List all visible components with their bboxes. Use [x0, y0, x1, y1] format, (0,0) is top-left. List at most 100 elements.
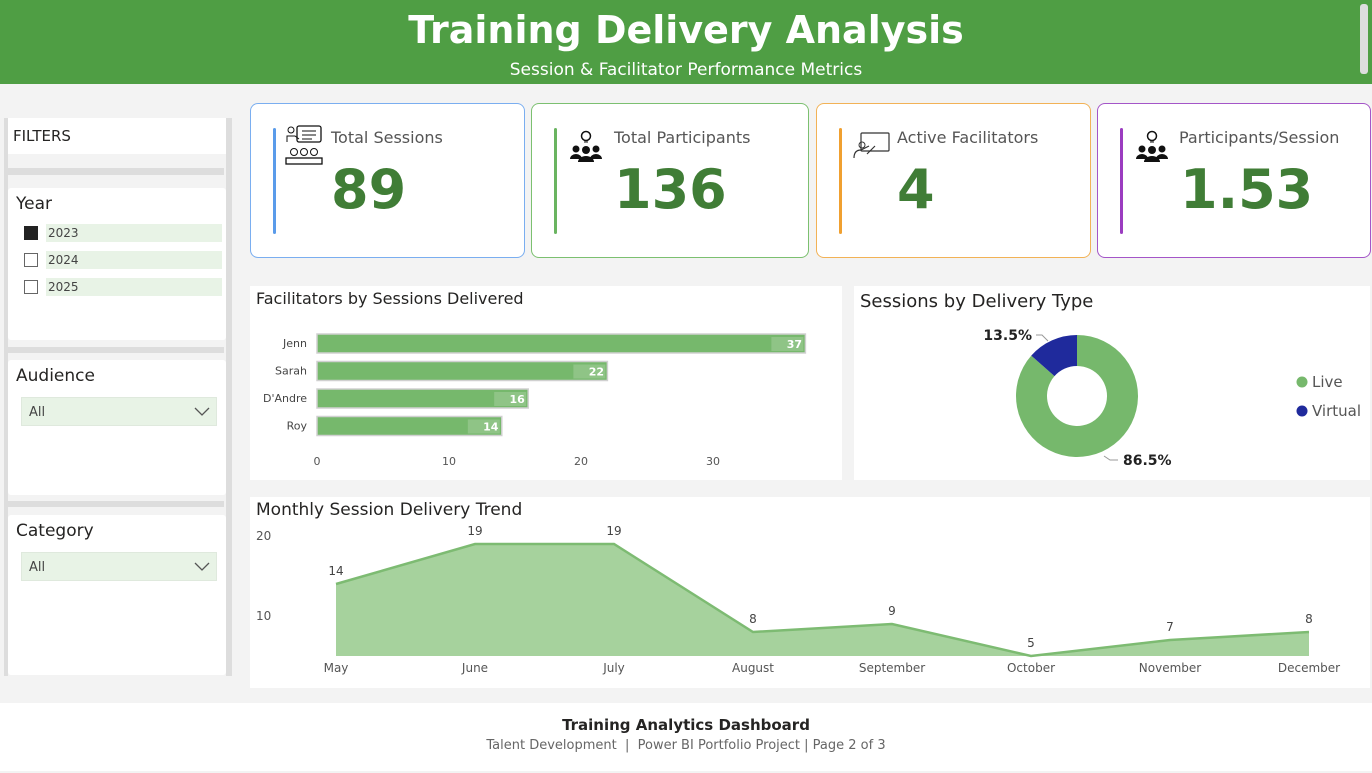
kpi-value: 89 — [331, 158, 407, 221]
data-label: 14 — [328, 564, 343, 578]
kpi-value: 1.53 — [1180, 158, 1314, 221]
donut-slice-live — [1016, 335, 1138, 457]
y-category-label: Sarah — [275, 365, 307, 378]
year-checkbox-2024[interactable] — [24, 253, 38, 267]
data-label: 86.5% — [1123, 453, 1172, 469]
chevron-down-icon — [194, 562, 210, 571]
kpi-card-participants-per-session: Participants/Session 1.53 — [1097, 103, 1371, 258]
data-label: 22 — [589, 366, 604, 379]
kpi-label: Active Facilitators — [897, 128, 1039, 147]
donut-chart-svg: 86.5% 13.5% Live Virtual — [983, 328, 1361, 469]
legend-marker — [1296, 376, 1308, 388]
delivery-type-donut-chart: Sessions by Delivery Type 86.5% 13.5% Live… — [854, 286, 1370, 480]
data-label: 37 — [787, 338, 802, 351]
bar — [316, 415, 503, 437]
data-label: 14 — [483, 421, 499, 434]
category-value: All — [29, 560, 46, 575]
classroom-presentation-icon — [285, 125, 323, 165]
kpi-label: Total Participants — [614, 128, 751, 147]
kpi-label: Total Sessions — [331, 128, 443, 147]
bar-chart-svg: 0 10 20 30 Jenn 37 Sarah 22 D'Andre 16 Roy 14 — [263, 333, 807, 468]
y-tick-label: 10 — [256, 609, 271, 623]
monthly-trend-area-chart: Monthly Session Delivery Trend 10 20 May 14… — [250, 497, 1370, 688]
x-tick-label: October — [1007, 661, 1055, 675]
x-tick-label: May — [324, 661, 349, 675]
audience-slicer-title: Audience — [16, 366, 95, 386]
legend-label: Virtual — [1312, 402, 1361, 420]
audience-slicer: Audience All — [8, 360, 226, 495]
donut-slice-virtual — [1031, 335, 1077, 377]
kpi-card-total-sessions: Total Sessions 89 — [250, 103, 525, 258]
x-tick-label: 20 — [574, 455, 588, 468]
card-accent — [1120, 128, 1123, 234]
y-category-label: Jenn — [282, 337, 307, 350]
x-tick-label: September — [859, 661, 925, 675]
x-tick-label: July — [602, 661, 625, 675]
data-label-bg — [467, 419, 500, 434]
category-slicer: Category All — [8, 515, 226, 675]
data-label: 19 — [467, 524, 482, 538]
facilitators-bar-chart: Facilitators by Sessions Delivered 0 10 20… — [250, 286, 842, 480]
data-label-bg — [573, 364, 606, 379]
audience-dropdown[interactable]: All — [21, 397, 217, 426]
data-label-bg — [771, 337, 804, 351]
header-banner: Training Delivery Analysis Session & Fac… — [0, 0, 1372, 84]
area-fill — [336, 544, 1309, 656]
filters-title: FILTERS — [13, 127, 71, 145]
year-option-2024[interactable]: 2024 — [46, 251, 222, 269]
x-tick-label: December — [1278, 661, 1340, 675]
data-label: 5 — [1027, 636, 1035, 650]
data-label: 13.5% — [983, 328, 1032, 344]
card-accent — [839, 128, 842, 234]
kpi-card-total-participants: Total Participants 136 — [531, 103, 809, 258]
legend-marker — [1296, 405, 1308, 417]
kpi-card-active-facilitators: Active Facilitators 4 — [816, 103, 1091, 258]
bar — [316, 388, 529, 409]
x-tick-label: August — [732, 661, 774, 675]
area-line — [335, 542, 1310, 658]
year-checkbox-2023[interactable] — [24, 226, 38, 240]
sidebar-edge — [4, 118, 8, 676]
sidebar-scrollbar[interactable] — [226, 118, 232, 676]
kpi-value: 136 — [614, 158, 727, 221]
card-accent — [554, 128, 557, 234]
year-option-2025[interactable]: 2025 — [46, 278, 222, 296]
x-tick-label: 10 — [442, 455, 456, 468]
team-idea-icon — [1136, 130, 1168, 162]
data-label: 9 — [888, 604, 896, 618]
scrollbar[interactable] — [1360, 4, 1368, 74]
page-title: Training Delivery Analysis — [408, 8, 964, 52]
chart-title: Sessions by Delivery Type — [860, 291, 1094, 312]
footer-subtitle: Talent Development | Power BI Portfolio … — [486, 738, 886, 753]
year-slicer-title: Year — [16, 194, 52, 214]
category-dropdown[interactable]: All — [21, 552, 217, 581]
footer: Training Analytics Dashboard Talent Deve… — [0, 703, 1372, 771]
year-slicer: Year 2023 2024 2025 — [8, 188, 226, 340]
category-slicer-title: Category — [16, 521, 94, 541]
teacher-whiteboard-icon — [853, 132, 890, 159]
x-tick-label: 30 — [706, 455, 720, 468]
data-label-bg — [494, 392, 527, 406]
y-tick-label: 20 — [256, 529, 271, 543]
chart-title: Monthly Session Delivery Trend — [256, 500, 523, 520]
y-category-label: D'Andre — [263, 392, 307, 405]
filters-header: FILTERS — [8, 118, 226, 154]
legend-label: Live — [1312, 373, 1343, 391]
leader-line — [1103, 455, 1118, 461]
chart-title: Facilitators by Sessions Delivered — [256, 289, 524, 308]
card-accent — [273, 128, 276, 234]
bar — [316, 333, 807, 354]
year-option-2023[interactable]: 2023 — [46, 224, 222, 242]
leader-line — [1036, 334, 1049, 342]
data-label: 19 — [606, 524, 621, 538]
kpi-label: Participants/Session — [1179, 128, 1340, 147]
y-category-label: Roy — [287, 420, 308, 433]
data-label: 16 — [510, 393, 526, 406]
audience-value: All — [29, 405, 46, 420]
year-checkbox-2025[interactable] — [24, 280, 38, 294]
data-label: 8 — [749, 612, 757, 626]
bar — [316, 360, 609, 382]
x-tick-label: June — [461, 661, 488, 675]
x-tick-label: 0 — [314, 455, 321, 468]
area-chart-svg: 10 20 May 14 June 19 July 19 August 8 September 9 Oc… — [256, 524, 1340, 675]
